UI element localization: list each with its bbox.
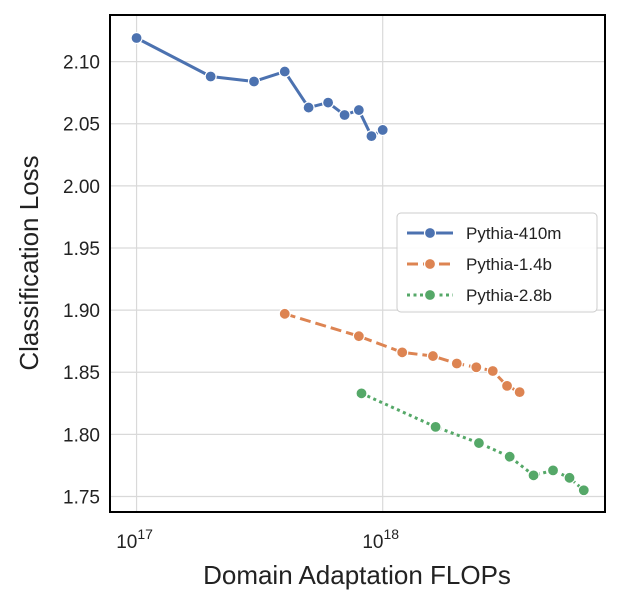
legend: Pythia-410m Pythia-1.4b Pythia-2.8b [396,212,598,313]
data-point-pythia-410m [204,70,217,83]
legend-label-pythia-410m: Pythia-410m [466,224,561,243]
data-point-pythia-2-8b [546,464,560,477]
data-point-pythia-1-4b [486,364,499,378]
data-point-pythia-410m [247,75,261,88]
data-point-pythia-410m [321,96,335,109]
data-point-pythia-1-4b [500,379,514,392]
y-tick-label: 1.80 [63,425,100,446]
data-point-pythia-410m [365,130,378,143]
y-axis-label: Classification Loss [14,155,44,370]
x-axis-ticks: 1017 1018 [116,526,399,553]
y-tick-label: 2.00 [63,177,100,198]
legend-label-pythia-2-8b: Pythia-2.8b [466,286,552,305]
legend-marker-pythia-2-8b [423,288,437,302]
legend-label-pythia-1-4b: Pythia-1.4b [466,255,552,274]
data-point-pythia-2-8b [527,469,540,482]
data-point-pythia-410m [352,103,365,117]
legend-marker-pythia-410m [423,226,437,240]
data-point-pythia-2-8b [503,450,516,463]
data-point-pythia-2-8b [563,471,576,484]
data-point-pythia-410m [278,65,291,78]
data-point-pythia-410m [130,31,143,45]
data-point-pythia-1-4b [278,307,291,320]
x-axis-label: Domain Adaptation FLOPs [203,560,511,590]
x-tick-exponent: 17 [137,526,153,542]
data-point-pythia-410m [338,108,351,122]
data-point-pythia-2-8b [429,420,442,433]
series-layer [130,31,590,497]
legend-item-pythia-410m: Pythia-410m [407,224,561,243]
x-tick-label: 1018 [362,526,399,553]
legend-item-pythia-1-4b: Pythia-1.4b [407,255,552,274]
legend-item-pythia-2-8b: Pythia-2.8b [407,286,552,305]
series-pythia-2-8b [355,387,590,497]
grid [110,15,605,512]
data-point-pythia-1-4b [396,346,409,359]
legend-marker-pythia-1-4b [423,257,437,271]
x-tick-base: 10 [116,532,137,553]
data-point-pythia-1-4b [352,330,365,343]
y-tick-label: 2.05 [63,115,100,136]
x-tick-exponent: 18 [383,526,399,542]
series-line-pythia-410m [135,36,384,138]
y-axis-ticks: 1.75 1.80 1.85 1.90 1.95 2.00 2.05 2.10 [63,53,100,509]
data-point-pythia-410m [302,101,315,114]
series-pythia-410m [130,31,389,143]
y-tick-label: 1.95 [63,239,100,260]
legend-box [396,212,598,313]
x-tick-base: 10 [362,532,383,553]
series-pythia-1-4b [278,307,526,399]
data-point-pythia-1-4b [513,385,526,399]
data-point-pythia-1-4b [470,361,483,374]
data-point-pythia-2-8b [355,387,368,400]
data-point-pythia-2-8b [577,484,590,497]
y-tick-label: 2.10 [63,53,100,74]
x-tick-label: 1017 [116,526,153,553]
data-point-pythia-2-8b [472,436,486,450]
plot-frame [109,14,606,513]
y-tick-label: 1.75 [63,487,100,508]
data-point-pythia-1-4b [426,349,440,363]
data-point-pythia-1-4b [450,357,463,370]
data-point-pythia-410m [376,123,389,137]
series-line-pythia-2-8b [360,391,585,492]
y-tick-label: 1.90 [63,301,100,322]
y-tick-label: 1.85 [63,363,100,384]
